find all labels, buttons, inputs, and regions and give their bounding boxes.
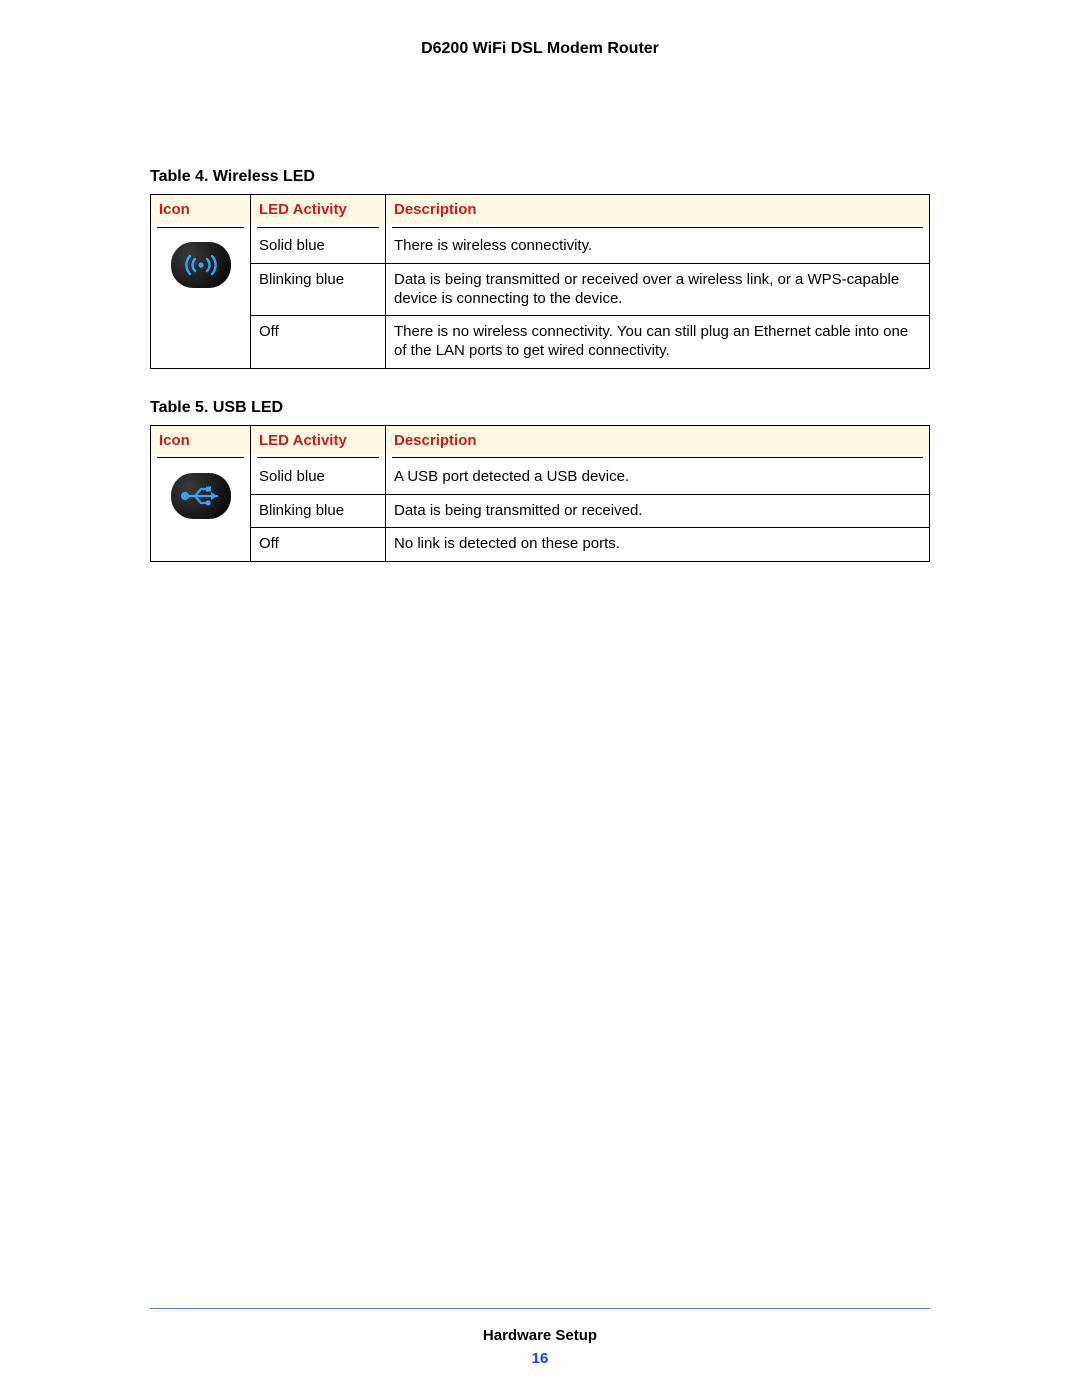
table-row: Off There is no wireless connectivity. Y… bbox=[151, 316, 930, 369]
activity-cell: Off bbox=[251, 316, 386, 369]
col-header-description: Description bbox=[386, 425, 930, 455]
table-row: Solid blue There is wireless connectivit… bbox=[151, 230, 930, 263]
description-cell: Data is being transmitted or received. bbox=[386, 494, 930, 528]
table-row: Blinking blue Data is being transmitted … bbox=[151, 263, 930, 316]
page-footer: Hardware Setup 16 bbox=[0, 1308, 1080, 1367]
table-caption-usb: Table 5. USB LED bbox=[150, 399, 930, 417]
activity-cell: Solid blue bbox=[251, 461, 386, 494]
table-caption-wireless: Table 4. Wireless LED bbox=[150, 168, 930, 186]
col-header-activity: LED Activity bbox=[251, 195, 386, 225]
footer-rule bbox=[150, 1308, 930, 1309]
description-cell: There is wireless connectivity. bbox=[386, 230, 930, 263]
col-header-activity: LED Activity bbox=[251, 425, 386, 455]
wireless-icon bbox=[171, 242, 231, 288]
col-header-description: Description bbox=[386, 195, 930, 225]
icon-cell bbox=[151, 461, 251, 562]
description-cell: Data is being transmitted or received ov… bbox=[386, 263, 930, 316]
footer-section: Hardware Setup bbox=[0, 1327, 1080, 1344]
description-cell: No link is detected on these ports. bbox=[386, 528, 930, 562]
footer-page-number: 16 bbox=[0, 1350, 1080, 1367]
table-wireless: Icon LED Activity Description bbox=[150, 194, 930, 369]
table-usb: Icon LED Activity Description bbox=[150, 425, 930, 562]
document-title: D6200 WiFi DSL Modem Router bbox=[150, 40, 930, 58]
activity-cell: Off bbox=[251, 528, 386, 562]
description-cell: There is no wireless connectivity. You c… bbox=[386, 316, 930, 369]
activity-cell: Blinking blue bbox=[251, 263, 386, 316]
activity-cell: Solid blue bbox=[251, 230, 386, 263]
table-row: Blinking blue Data is being transmitted … bbox=[151, 494, 930, 528]
table-header-row: Icon LED Activity Description bbox=[151, 195, 930, 225]
table-row: Solid blue A USB port detected a USB dev… bbox=[151, 461, 930, 494]
table-header-row: Icon LED Activity Description bbox=[151, 425, 930, 455]
usb-icon bbox=[171, 473, 231, 519]
table-row: Off No link is detected on these ports. bbox=[151, 528, 930, 562]
col-header-icon: Icon bbox=[151, 195, 251, 225]
activity-cell: Blinking blue bbox=[251, 494, 386, 528]
description-cell: A USB port detected a USB device. bbox=[386, 461, 930, 494]
icon-cell bbox=[151, 230, 251, 368]
col-header-icon: Icon bbox=[151, 425, 251, 455]
